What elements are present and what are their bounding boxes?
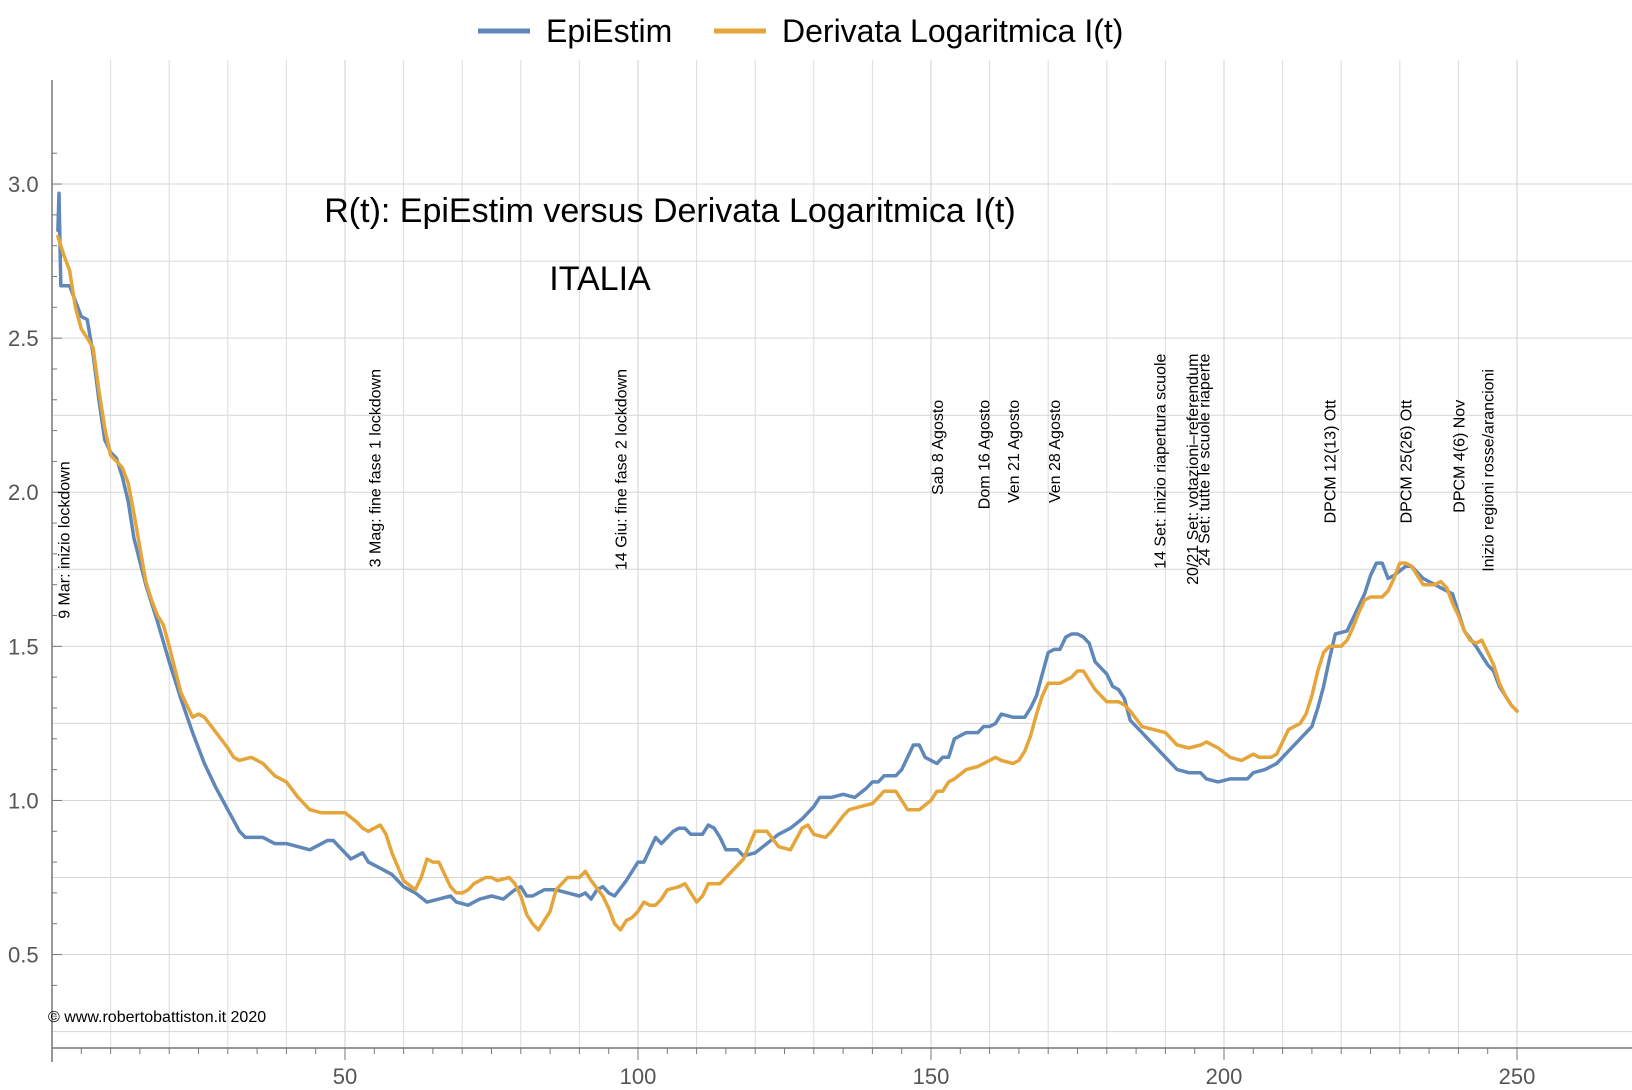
event-annotation: 9 Mar: inizio lockdown bbox=[57, 461, 74, 618]
y-tick-label: 3.0 bbox=[8, 172, 39, 197]
event-annotation: Sab 8 Agosto bbox=[930, 400, 947, 495]
y-tick-label: 1.0 bbox=[8, 788, 39, 813]
y-tick-label: 2.0 bbox=[8, 480, 39, 505]
event-annotation: DPCM 25(26) Ott bbox=[1399, 399, 1416, 523]
event-annotation: Ven 21 Agosto bbox=[1006, 400, 1023, 503]
y-tick-label: 1.5 bbox=[8, 634, 39, 659]
event-annotation: DPCM 12(13) Ott bbox=[1323, 399, 1340, 523]
annotations: 9 Mar: inizio lockdown 3 Mag: fine fase 1… bbox=[57, 354, 1498, 619]
legend-label-epiestim: EpiEstim bbox=[546, 13, 672, 49]
event-annotation: Dom 16 Agosto bbox=[977, 400, 994, 510]
series-layer bbox=[56, 191, 1519, 932]
event-annotation: 14 Set: inizio riapertura scuole bbox=[1153, 354, 1170, 569]
grid bbox=[52, 60, 1632, 1048]
event-annotation: 14 Giu: fine fase 2 lockdown bbox=[613, 369, 630, 570]
y-tick-label: 2.5 bbox=[8, 326, 39, 351]
event-annotation: 3 Mag: fine fase 1 lockdown bbox=[367, 369, 384, 567]
event-annotation: 24 Set: tutte le scuole riaperte bbox=[1197, 354, 1214, 567]
x-tick-label: 50 bbox=[333, 1064, 357, 1089]
x-tick-label: 250 bbox=[1499, 1064, 1536, 1089]
x-tick-label: 150 bbox=[913, 1064, 950, 1089]
legend: EpiEstim Derivata Logaritmica I(t) bbox=[478, 13, 1123, 49]
y-tick-label: 0.5 bbox=[8, 943, 39, 968]
event-annotation: Ven 28 Agosto bbox=[1047, 400, 1064, 503]
x-tick-label: 100 bbox=[620, 1064, 657, 1089]
legend-label-derivata: Derivata Logaritmica I(t) bbox=[782, 13, 1123, 49]
event-annotation: Inizio regioni rosse/arancioni bbox=[1481, 369, 1498, 572]
series-line-epiestim bbox=[56, 191, 1519, 907]
chart-subtitle: ITALIA bbox=[549, 260, 651, 298]
chart-title: R(t): EpiEstim versus Derivata Logaritmi… bbox=[324, 192, 1016, 230]
event-annotation: 20/21 Set: votazioni–referendum bbox=[1185, 354, 1202, 585]
copyright: © www.robertobattiston.it 2020 bbox=[48, 1009, 266, 1026]
event-annotation: DPCM 4(6) Nov bbox=[1451, 400, 1468, 513]
series-line-derivata bbox=[56, 234, 1519, 932]
x-tick-label: 200 bbox=[1206, 1064, 1243, 1089]
axes: 50 100 150 200 250 0.5 1.0 1.5 2.0 2.5 3.0 bbox=[8, 80, 1632, 1089]
